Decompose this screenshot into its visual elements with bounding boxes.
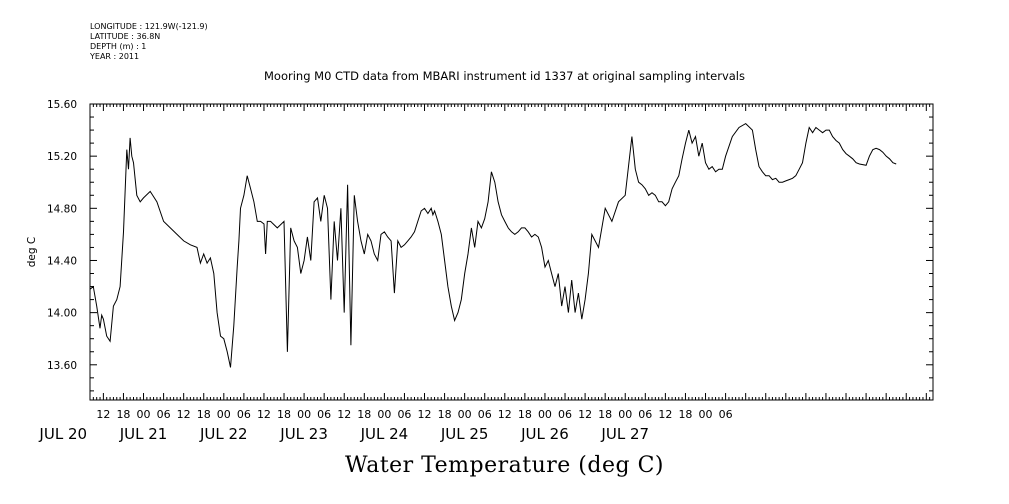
x-hour-label: 00	[538, 408, 552, 421]
x-axis-title: Water Temperature (deg C)	[345, 453, 664, 478]
y-tick-label: 14.00	[47, 308, 77, 320]
x-hour-label: 12	[177, 408, 191, 421]
x-hour-label: 12	[578, 408, 592, 421]
x-hour-label: 06	[638, 408, 652, 421]
y-tick-labels: 15.60 15.20 14.80 14.40 14.00 13.60	[47, 99, 77, 372]
axis-ticks	[89, 103, 934, 400]
x-day-label: JUL 27	[600, 425, 649, 443]
x-day-label: JUL 21	[119, 425, 168, 443]
x-hour-label: 18	[357, 408, 371, 421]
y-tick-label: 14.80	[47, 203, 77, 215]
y-axis-label: deg C	[26, 237, 38, 267]
x-hour-label: 00	[699, 408, 713, 421]
x-hour-label: 00	[458, 408, 472, 421]
x-day-label: JUL 23	[279, 425, 328, 443]
metadata-block: LONGITUDE : 121.9W(-121.9) LATITUDE : 36…	[90, 22, 208, 62]
x-hour-label: 00	[297, 408, 311, 421]
x-hour-label: 06	[478, 408, 492, 421]
plot-frame	[89, 103, 934, 401]
x-hour-label: 00	[618, 408, 632, 421]
y-tick-label: 15.20	[47, 151, 77, 163]
x-day-label: JUL 25	[440, 425, 489, 443]
x-hour-label: 00	[217, 408, 231, 421]
x-hour-label: 18	[518, 408, 532, 421]
x-hour-label: 06	[397, 408, 411, 421]
x-hour-label: 12	[337, 408, 351, 421]
depth-text: DEPTH (m) : 1	[90, 42, 147, 51]
longitude-text: LONGITUDE : 121.9W(-121.9)	[90, 22, 208, 31]
x-hour-label: 06	[157, 408, 171, 421]
chart-title: Mooring M0 CTD data from MBARI instrumen…	[264, 69, 745, 83]
water-temperature-line	[89, 122, 897, 368]
x-hour-label: 06	[558, 408, 572, 421]
x-tick-labels: 12 18 00 06 12 18 00 06 12 18 00 06 12 18 00 06 12 18 00 06…	[38, 408, 732, 443]
year-text: YEAR : 2011	[90, 52, 140, 61]
latitude-text: LATITUDE : 36.8N	[90, 32, 161, 41]
x-hour-label: 12	[658, 408, 672, 421]
x-hour-label: 18	[438, 408, 452, 421]
x-day-label: JUL 22	[199, 425, 248, 443]
x-hour-label: 06	[317, 408, 331, 421]
x-hour-label: 18	[598, 408, 612, 421]
x-hour-label: 12	[257, 408, 271, 421]
x-hour-label: 18	[277, 408, 291, 421]
x-hour-label: 06	[237, 408, 251, 421]
x-hour-label: 00	[377, 408, 391, 421]
x-hour-label: 12	[418, 408, 432, 421]
x-day-label: JUL 24	[360, 425, 409, 443]
x-hour-label: 18	[678, 408, 692, 421]
x-hour-label: 18	[197, 408, 211, 421]
x-day-label: JUL 20	[38, 425, 87, 443]
x-hour-label: 06	[719, 408, 733, 421]
x-hour-label: 18	[116, 408, 130, 421]
y-tick-label: 15.60	[47, 99, 77, 111]
x-day-label: JUL 26	[520, 425, 569, 443]
y-tick-label: 13.60	[47, 360, 77, 372]
x-hour-label: 00	[137, 408, 151, 421]
y-tick-label: 14.40	[47, 255, 77, 267]
x-hour-label: 12	[96, 408, 110, 421]
x-hour-label: 12	[498, 408, 512, 421]
